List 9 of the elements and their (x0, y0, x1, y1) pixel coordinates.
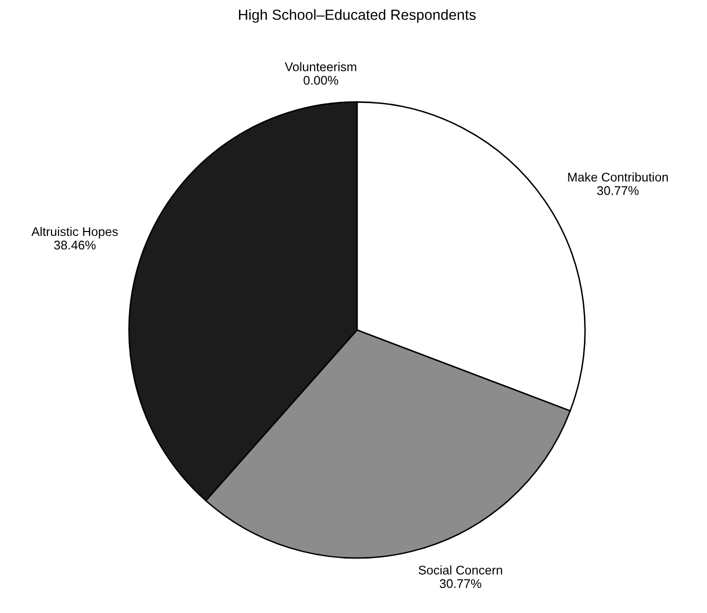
data-label: 30.77% (597, 186, 639, 196)
category-label: Volunteerism (284, 62, 356, 72)
data-label: 38.46% (54, 240, 96, 250)
text: 0.00% (304, 76, 338, 85)
slice-label: Altruistic Hopes (31, 226, 118, 239)
data-label: 30.77% (440, 579, 482, 588)
slice-label: Social Concern (418, 565, 502, 575)
slice-label: Make Contribution (568, 172, 668, 182)
chart-title: High School–Educated Respondents (239, 9, 476, 23)
